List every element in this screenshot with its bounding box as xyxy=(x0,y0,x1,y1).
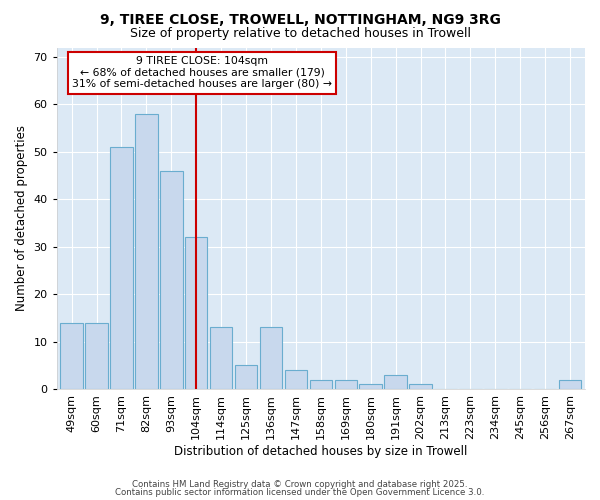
Bar xyxy=(285,370,307,389)
Bar xyxy=(135,114,158,389)
Bar xyxy=(359,384,382,389)
Y-axis label: Number of detached properties: Number of detached properties xyxy=(15,126,28,312)
Text: 9 TIREE CLOSE: 104sqm
← 68% of detached houses are smaller (179)
31% of semi-det: 9 TIREE CLOSE: 104sqm ← 68% of detached … xyxy=(72,56,332,89)
Bar xyxy=(310,380,332,389)
Bar xyxy=(385,375,407,389)
Bar xyxy=(160,171,182,389)
X-axis label: Distribution of detached houses by size in Trowell: Distribution of detached houses by size … xyxy=(174,444,467,458)
Bar xyxy=(61,322,83,389)
Text: Contains public sector information licensed under the Open Government Licence 3.: Contains public sector information licen… xyxy=(115,488,485,497)
Bar xyxy=(409,384,432,389)
Text: Size of property relative to detached houses in Trowell: Size of property relative to detached ho… xyxy=(130,28,470,40)
Bar xyxy=(260,328,282,389)
Bar xyxy=(559,380,581,389)
Text: 9, TIREE CLOSE, TROWELL, NOTTINGHAM, NG9 3RG: 9, TIREE CLOSE, TROWELL, NOTTINGHAM, NG9… xyxy=(100,12,500,26)
Bar xyxy=(110,147,133,389)
Bar xyxy=(185,238,208,389)
Bar xyxy=(210,328,232,389)
Text: Contains HM Land Registry data © Crown copyright and database right 2025.: Contains HM Land Registry data © Crown c… xyxy=(132,480,468,489)
Bar xyxy=(235,366,257,389)
Bar xyxy=(335,380,357,389)
Bar xyxy=(85,322,108,389)
